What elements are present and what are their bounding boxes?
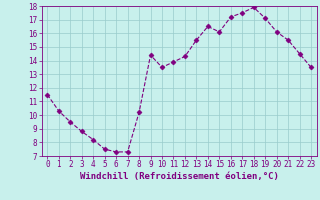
X-axis label: Windchill (Refroidissement éolien,°C): Windchill (Refroidissement éolien,°C) <box>80 172 279 181</box>
